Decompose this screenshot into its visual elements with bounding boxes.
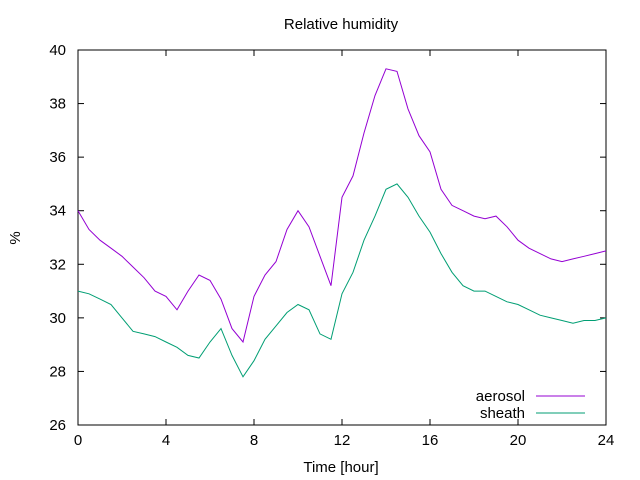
legend-label-sheath: sheath bbox=[480, 405, 525, 422]
y-tick-label: 26 bbox=[49, 417, 66, 434]
plot-border bbox=[77, 49, 607, 426]
x-tick-label: 4 bbox=[162, 432, 170, 449]
series-line-sheath bbox=[77, 183, 607, 378]
y-tick-label: 36 bbox=[49, 149, 66, 166]
y-tick-label: 32 bbox=[49, 256, 66, 273]
y-tick-label: 34 bbox=[49, 203, 66, 220]
y-axis-label: % bbox=[7, 231, 24, 244]
x-tick-label: 0 bbox=[74, 432, 82, 449]
x-tick-label: 16 bbox=[422, 432, 439, 449]
y-tick-label: 38 bbox=[49, 96, 66, 113]
x-tick-label: 8 bbox=[250, 432, 258, 449]
x-axis-label: Time [hour] bbox=[303, 459, 378, 476]
axis-ticks: 0 4 8 12 16 20 24 26 28 30 32 34 36 38 40 bbox=[49, 42, 614, 449]
y-tick-label: 40 bbox=[49, 42, 66, 59]
series-line-aerosol bbox=[77, 68, 607, 344]
legend-label-aerosol: aerosol bbox=[476, 388, 525, 405]
series-lines bbox=[77, 68, 607, 378]
x-tick-label: 12 bbox=[334, 432, 351, 449]
plot-frame bbox=[77, 49, 607, 426]
x-tick-label: 24 bbox=[598, 432, 615, 449]
chart-title: Relative humidity bbox=[284, 16, 399, 33]
y-tick-label: 28 bbox=[49, 363, 66, 380]
y-tick-label: 30 bbox=[49, 310, 66, 327]
x-tick-label: 20 bbox=[510, 432, 527, 449]
